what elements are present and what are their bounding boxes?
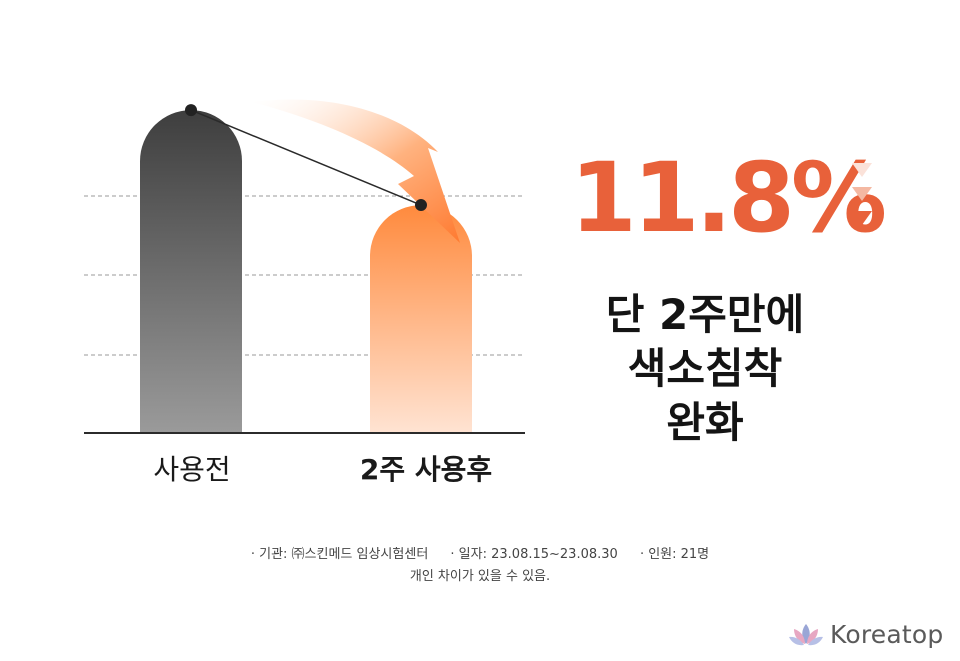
bar-before <box>140 110 242 433</box>
reduction-percentage: 11.8% <box>570 142 887 254</box>
down-triangle-icon <box>852 211 872 225</box>
connector-line <box>190 109 422 206</box>
lotus-icon <box>789 623 823 645</box>
headline-line: 단 2주만에 <box>605 290 805 339</box>
headline-line: 색소침착 <box>627 344 783 393</box>
brand-logo: Koreatop <box>788 620 943 649</box>
brand-name: Koreatop <box>830 620 944 649</box>
data-point <box>415 199 427 212</box>
category-label-after: 2주 사용후 <box>359 453 493 486</box>
footnote-people: · 인원: 21명 <box>639 547 710 562</box>
footnote-disclaimer: 개인 차이가 있을 수 있음. <box>409 569 551 584</box>
footnote-agency: · 기관: ㈜스킨메드 임상시험센터 <box>250 547 429 562</box>
data-point <box>185 104 197 117</box>
footnote: · 기관: ㈜스킨메드 임상시험센터 · 일자: 23.08.15~23.08.… <box>0 544 960 588</box>
headline-line: 완화 <box>666 398 744 447</box>
footnote-date: · 일자: 23.08.15~23.08.30 <box>450 547 618 562</box>
category-label-before: 사용전 <box>153 453 231 486</box>
headline: 단 2주만에 색소침착 완화 <box>560 288 850 450</box>
bar-after <box>370 205 472 432</box>
down-triangle-icon <box>852 187 872 201</box>
down-triangle-icon <box>852 163 872 177</box>
decrease-indicator <box>850 163 874 235</box>
curved-arrow-icon <box>252 99 460 243</box>
